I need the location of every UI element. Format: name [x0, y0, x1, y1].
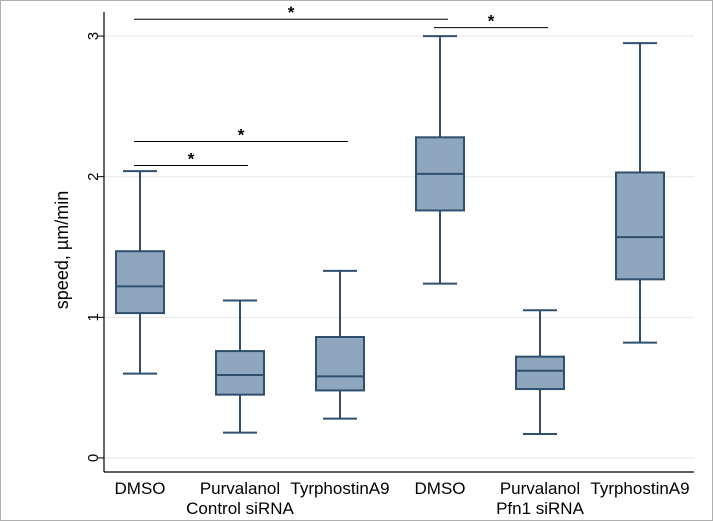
axes: 0 1 2 3: [85, 12, 694, 473]
sig-star-1: *: [488, 12, 495, 31]
category-label-1: Purvalanol: [200, 479, 280, 498]
sig-star-3: *: [188, 149, 195, 168]
category-label-3: DMSO: [415, 479, 466, 498]
category-label-0: DMSO: [115, 479, 166, 498]
y-tick-label-0: 0: [85, 454, 102, 462]
grid-lines: [104, 35, 694, 459]
group-label-0: Control siRNA: [186, 499, 294, 518]
category-label-5: TyrphostinA9: [590, 479, 689, 498]
category-labels: DMSO Purvalanol TyrphostinA9 DMSO Purvalanol…: [115, 479, 690, 518]
y-tick-label-1: 1: [85, 313, 102, 321]
box-rect-0: [115, 250, 165, 315]
box-2: [315, 269, 365, 420]
box-1: [215, 299, 265, 434]
sig-star-0: *: [288, 3, 295, 22]
box-rect-2: [315, 336, 365, 392]
box-rect-1: [215, 350, 265, 396]
box-rect-5: [615, 171, 665, 281]
group-label-1: Pfn1 siRNA: [496, 499, 585, 518]
y-tick-label-2: 2: [85, 173, 102, 181]
y-axis-title: speed, µm/min: [52, 191, 72, 309]
boxes: [115, 35, 665, 436]
box-5: [615, 42, 665, 344]
significance-brackets: * * * *: [134, 3, 548, 168]
box-4: [515, 309, 565, 436]
y-tick-label-3: 3: [85, 32, 102, 40]
box-0: [115, 170, 165, 375]
category-label-2: TyrphostinA9: [290, 479, 389, 498]
box-rect-4: [515, 355, 565, 391]
sig-star-2: *: [238, 126, 245, 145]
box-3: [415, 35, 465, 285]
category-label-4: Purvalanol: [500, 479, 580, 498]
